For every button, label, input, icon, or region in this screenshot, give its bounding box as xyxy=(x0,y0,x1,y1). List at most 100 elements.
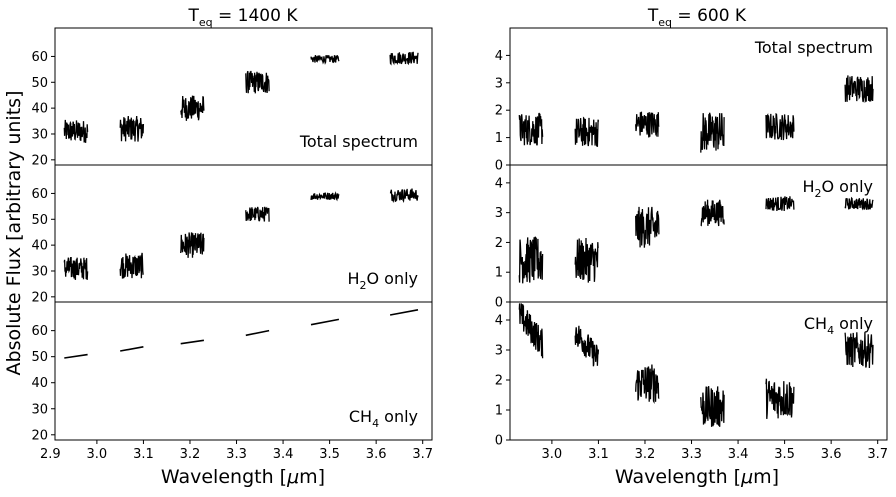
right-panel-2-spectrum-segment-5 xyxy=(844,332,874,369)
left-panel-2-ytick-label: 20 xyxy=(31,428,48,443)
right-panel-0-label: Total spectrum xyxy=(754,38,873,57)
right-panel-1-ytick-label: 1 xyxy=(495,266,503,281)
right-panel-0-spectrum-segment-5 xyxy=(844,75,874,104)
left-panel-1-ytick-label: 50 xyxy=(31,213,48,228)
left-panel-1-spectrum-segment-4 xyxy=(310,191,340,202)
left-panel-1: 20 30 40 50 60 H2O only xyxy=(31,164,433,305)
left-panel-0-ytick-label: 50 xyxy=(31,76,48,91)
right-panel-2-ytick-label: 0 xyxy=(495,434,503,449)
right-panel-0-spectrum-segment-0 xyxy=(518,112,544,146)
right-panel-1-ytick-label: 2 xyxy=(495,236,503,251)
left-panel-2-spectrum-segment-2 xyxy=(180,339,205,345)
right-panel-2-frame xyxy=(509,301,888,441)
left-panel-0-spectrum-segment-5 xyxy=(389,51,419,66)
left-panel-0-spectrum-segment-2 xyxy=(180,95,205,121)
left-xtick-label: 3.7 xyxy=(412,447,433,462)
right-panel-0-spectrum-segment-1 xyxy=(574,116,600,147)
right-panel-0-ytick-label: 2 xyxy=(495,104,503,119)
left-x-axis-label: Wavelength [μm] xyxy=(161,466,325,488)
left-panel-0-ytick-label: 20 xyxy=(31,153,48,168)
right-panel-2: 0 1 2 3 4 CH4 only xyxy=(495,301,888,449)
left-panel-0-spectrum-segment-4 xyxy=(310,55,340,65)
right-panel-0-ytick-label: 3 xyxy=(495,76,503,91)
right-panel-2-label: CH4 only xyxy=(804,314,873,337)
right-panel-0-ytick-label: 1 xyxy=(495,131,503,146)
right-panel-0-ytick-label: 4 xyxy=(495,49,503,64)
left-panel-0-spectrum-segment-0 xyxy=(63,119,89,143)
right-xtick-label: 3.3 xyxy=(681,447,702,462)
right-panel-0-ytick-label: 0 xyxy=(495,159,503,174)
left-panel-0-spectrum-segment-3 xyxy=(245,70,270,94)
right-xtick-label: 3.5 xyxy=(774,447,795,462)
y-axis-label: Absolute Flux [arbitrary units] xyxy=(3,91,25,376)
right-panel-0-spectrum-segment-4 xyxy=(765,113,795,141)
right-panel-1-spectrum-segment-4 xyxy=(765,196,795,212)
left-panel-1-ytick-label: 30 xyxy=(31,264,48,279)
right-panel-2-ytick-label: 4 xyxy=(495,314,503,329)
right-panel-2-ytick-label: 2 xyxy=(495,374,503,389)
right-panel-1-spectrum-segment-2 xyxy=(635,206,660,248)
right-xtick-label: 3.2 xyxy=(635,447,656,462)
left-panel-0-ytick-label: 30 xyxy=(31,127,48,142)
left-panel-0: 20 30 40 50 60 Total spectrum xyxy=(31,27,433,168)
left-panel-1-ytick-label: 20 xyxy=(31,290,48,305)
left-panel-1-spectrum-segment-3 xyxy=(245,206,270,222)
left-panel-2-ytick-label: 40 xyxy=(31,376,48,391)
right-panel-2-ytick-label: 3 xyxy=(495,344,503,359)
right-xtick-label: 3.1 xyxy=(588,447,609,462)
right-panel-1-ytick-label: 4 xyxy=(495,176,503,191)
left-panel-2-spectrum-segment-4 xyxy=(310,318,340,326)
right-panel-1-spectrum-segment-5 xyxy=(844,196,874,211)
left-panel-1-spectrum-segment-1 xyxy=(119,252,144,279)
left-xtick-label: 3.6 xyxy=(366,447,387,462)
left-panel-2-ytick-label: 50 xyxy=(31,350,48,365)
left-xtick-label: 3.2 xyxy=(180,447,201,462)
left-panel-2-label: CH4 only xyxy=(349,407,418,430)
left-panel-2-spectrum-segment-0 xyxy=(64,353,88,359)
right-panel-2-spectrum-segment-3 xyxy=(700,386,725,427)
left-panel-2: 20 30 40 50 60 CH4 only xyxy=(31,301,433,444)
left-chart-title: Teq = 1400 K xyxy=(187,6,298,29)
left-panel-1-ytick-label: 40 xyxy=(31,239,48,254)
right-panel-2-spectrum-segment-4 xyxy=(765,378,795,419)
right-xtick-label: 3.6 xyxy=(821,447,842,462)
right-panel-1-ytick-label: 0 xyxy=(495,296,503,311)
right-panel-1-spectrum-segment-3 xyxy=(700,199,725,227)
left-xtick-label: 3.3 xyxy=(226,447,247,462)
left-xtick-label: 3.5 xyxy=(319,447,340,462)
left-panel-0-spectrum-segment-1 xyxy=(119,115,145,142)
left-panel-2-ytick-label: 60 xyxy=(31,324,48,339)
right-panel-1-ytick-label: 3 xyxy=(495,206,503,221)
left-panel-0-ytick-label: 60 xyxy=(31,50,48,65)
right-panel-2-spectrum-segment-2 xyxy=(635,364,660,405)
left-panel-1-spectrum-segment-2 xyxy=(180,232,205,258)
right-panel-2-ytick-label: 1 xyxy=(495,404,503,419)
right-panel-0: 0 1 2 3 4 Total spectrum xyxy=(495,27,888,174)
right-panel-2-spectrum-segment-0 xyxy=(518,303,544,359)
right-xtick-label: 3.4 xyxy=(728,447,749,462)
right-x-axis-label: Wavelength [μm] xyxy=(615,466,779,488)
left-panel-2-ytick-label: 30 xyxy=(31,402,48,417)
right-chart-title: Teq = 600 K xyxy=(647,6,747,29)
left-xtick-label: 3.4 xyxy=(273,447,294,462)
left-panel-2-spectrum-segment-1 xyxy=(120,346,144,352)
left-xtick-label: 2.9 xyxy=(40,447,61,462)
right-panel-1-spectrum-segment-0 xyxy=(518,236,544,284)
left-panel-2-spectrum-segment-5 xyxy=(389,309,419,316)
right-panel-0-spectrum-segment-3 xyxy=(700,112,725,153)
left-panel-2-spectrum-segment-3 xyxy=(245,329,270,337)
right-panel-0-spectrum-segment-2 xyxy=(635,111,660,138)
left-panel-1-spectrum-segment-0 xyxy=(63,256,89,280)
left-panel-0-label: Total spectrum xyxy=(299,132,418,151)
right-panel-1-label: H2O only xyxy=(802,177,873,200)
left-xtick-label: 3.0 xyxy=(87,447,108,462)
left-panel-0-ytick-label: 40 xyxy=(31,102,48,117)
left-xtick-label: 3.1 xyxy=(133,447,154,462)
right-xtick-label: 3.7 xyxy=(867,447,888,462)
left-panel-1-label: H2O only xyxy=(347,269,418,292)
left-panel-2-frame xyxy=(54,301,433,441)
right-panel-2-spectrum-segment-1 xyxy=(574,325,600,367)
right-panel-1: 0 1 2 3 4 H2O only xyxy=(495,164,888,311)
